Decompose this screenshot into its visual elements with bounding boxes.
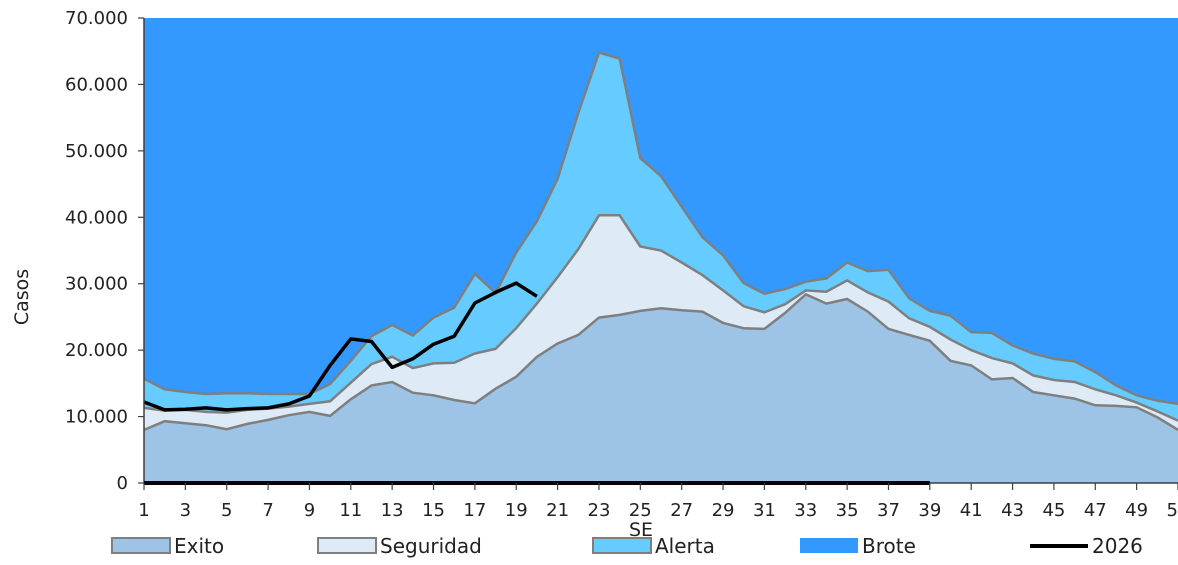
- x-tick-label: 35: [836, 500, 859, 521]
- y-tick-label: 0: [117, 473, 128, 494]
- y-tick-label: 40.000: [65, 207, 128, 228]
- x-tick-label: 17: [463, 500, 486, 521]
- y-tick-label: 50.000: [65, 141, 128, 162]
- y-tick-label: 10.000: [65, 407, 128, 428]
- axes: [138, 17, 1178, 490]
- legend: Exito Seguridad Alerta Brote 2026: [111, 534, 1143, 558]
- x-tick-label: 45: [1042, 500, 1065, 521]
- area-exito: [144, 294, 1178, 483]
- y-tick-label: 20.000: [65, 340, 128, 361]
- x-tick-label: 33: [794, 500, 817, 521]
- legend-label-brote: Brote: [862, 534, 916, 558]
- area-layers: [143, 18, 1178, 484]
- y-tick-labels: 0 10.000 20.000 30.000 40.000 50.000 60.000 70.…: [65, 8, 128, 494]
- x-tick-label: 29: [712, 500, 735, 521]
- legend-swatch-brote: [800, 538, 858, 553]
- x-tick-label: 49: [1125, 500, 1148, 521]
- x-tick-label: 47: [1084, 500, 1107, 521]
- x-tick-label: 25: [629, 500, 652, 521]
- x-tick-labels: 1 3 5 7 9 11 13 15 17 19 21 23 25 27 29 31 33 35 37 39 41 43 4…: [138, 500, 1178, 521]
- x-tick-label: 27: [670, 500, 693, 521]
- legend-label-alerta: Alerta: [655, 534, 715, 558]
- x-tick-label: 39: [918, 500, 941, 521]
- legend-label-seguridad: Seguridad: [380, 534, 482, 558]
- x-tick-label: 1: [138, 500, 149, 521]
- x-tick-label: 31: [753, 500, 776, 521]
- x-tick-label: 3: [180, 500, 191, 521]
- x-tick-label: 23: [588, 500, 611, 521]
- x-axis-title: SE: [629, 519, 653, 541]
- area-outline-seguridad: [143, 214, 1178, 422]
- x-tick-label: 21: [546, 500, 569, 521]
- x-tick-label: 15: [422, 500, 445, 521]
- y-tick-label: 70.000: [65, 8, 128, 29]
- line-2026: [143, 281, 538, 412]
- legend-swatch-seguridad: [317, 537, 377, 554]
- x-tick-label: 11: [339, 500, 362, 521]
- y-tick-label: 60.000: [65, 74, 128, 95]
- y-tick-label: 30.000: [65, 274, 128, 295]
- x-tick-label: 19: [505, 500, 528, 521]
- legend-label-2026: 2026: [1092, 534, 1143, 558]
- x-tick-label: 43: [1001, 500, 1024, 521]
- x-tick-label: 7: [262, 500, 273, 521]
- area-outline-exito: [143, 292, 1178, 432]
- legend-swatch-exito: [111, 537, 171, 554]
- x-tick-label: 5: [221, 500, 232, 521]
- x-tick-label: 13: [381, 500, 404, 521]
- legend-label-exito: Exito: [174, 534, 224, 558]
- area-outline-alerta: [143, 50, 1178, 406]
- x-tick-label: 9: [304, 500, 315, 521]
- x-tick-label: 37: [877, 500, 900, 521]
- line-layers: [143, 281, 538, 412]
- legend-swatch-alerta: [592, 537, 652, 554]
- x-tick-label: 51: [1167, 500, 1178, 521]
- x-tick-label: 41: [960, 500, 983, 521]
- y-axis-title: Casos: [11, 269, 33, 325]
